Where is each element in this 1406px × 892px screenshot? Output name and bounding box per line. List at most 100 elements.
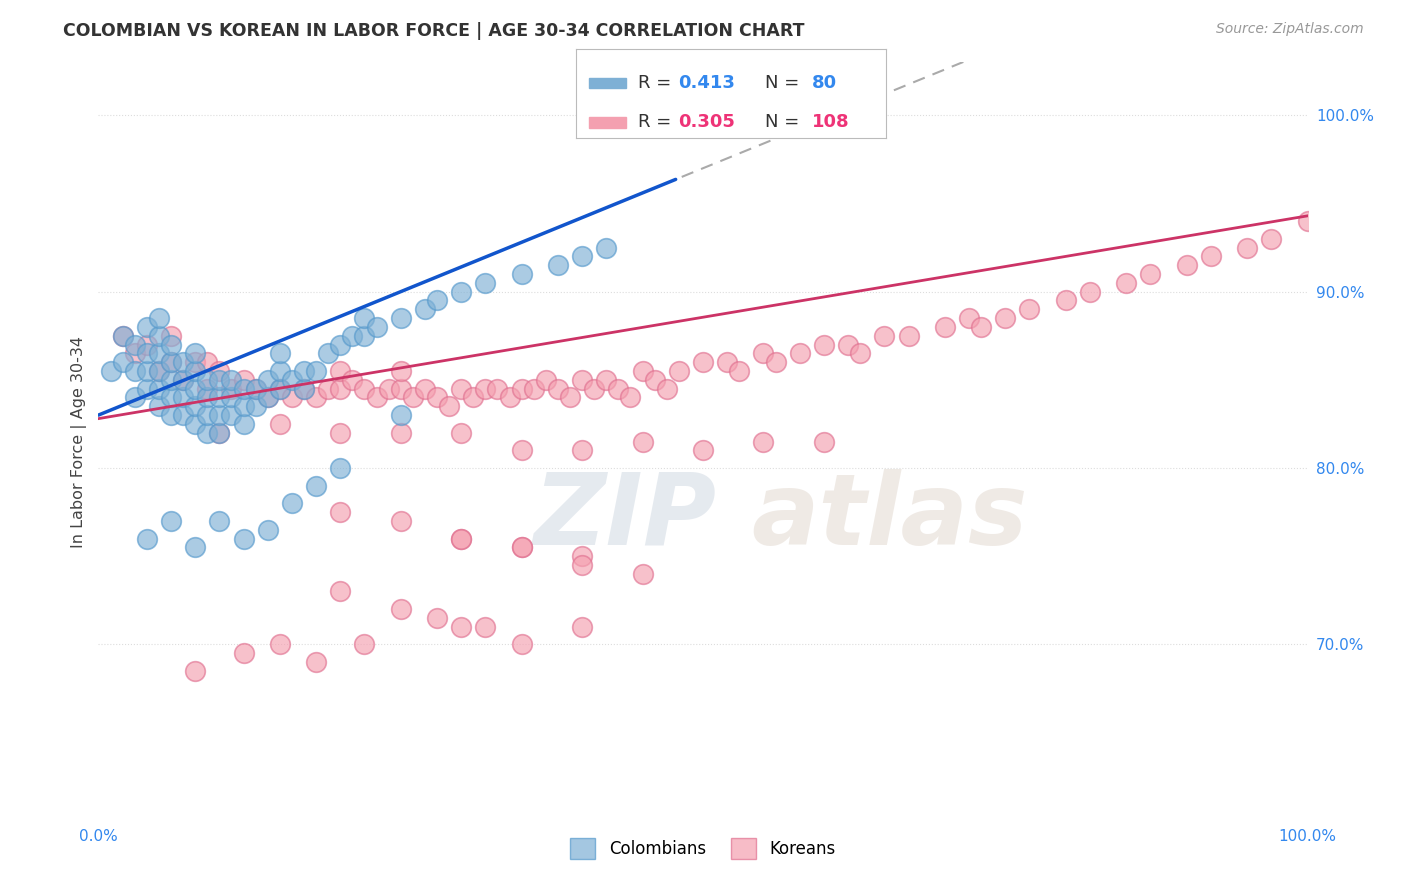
Point [148,364,170,378]
Point [389,408,412,422]
Point [752,434,775,449]
Point [329,505,352,519]
Point [353,382,375,396]
Point [534,373,557,387]
Point [245,399,267,413]
Point [184,541,207,555]
Point [135,382,157,396]
Point [305,391,328,405]
Point [413,382,436,396]
Point [124,364,146,378]
Point [607,382,630,396]
Point [558,391,581,405]
Point [1139,267,1161,281]
Point [329,364,352,378]
Point [232,532,254,546]
Point [366,391,388,405]
Point [389,602,412,616]
Point [256,391,278,405]
Point [135,532,157,546]
Point [342,328,364,343]
Point [413,302,436,317]
Point [547,382,569,396]
Point [316,346,339,360]
Point [184,364,207,378]
Point [1115,276,1137,290]
Point [934,320,956,334]
Point [148,364,170,378]
Point [329,584,352,599]
Point [148,382,170,396]
Point [595,241,617,255]
Point [1296,214,1319,228]
Point [269,382,291,396]
Point [292,382,315,396]
Point [644,373,666,387]
Text: R =: R = [638,74,678,92]
Point [148,399,170,413]
Point [221,391,243,405]
Point [450,425,472,440]
Point [571,558,593,572]
Point [474,276,496,290]
Point [366,320,388,334]
Point [510,443,533,458]
Point [160,373,183,387]
Point [571,443,593,458]
Text: COLOMBIAN VS KOREAN IN LABOR FORCE | AGE 30-34 CORRELATION CHART: COLOMBIAN VS KOREAN IN LABOR FORCE | AGE… [63,22,804,40]
Point [1078,285,1101,299]
Point [547,258,569,272]
Point [281,496,304,510]
Point [668,364,690,378]
Point [389,514,412,528]
Point [195,373,218,387]
Text: N =: N = [765,74,806,92]
Point [111,328,134,343]
Point [160,337,183,351]
Point [256,373,278,387]
Point [426,391,449,405]
Point [789,346,811,360]
Point [305,478,328,492]
Point [208,514,231,528]
Point [1175,258,1198,272]
Point [1199,249,1222,263]
Point [463,391,485,405]
Point [172,408,194,422]
Text: 108: 108 [811,113,849,131]
Point [510,541,533,555]
Text: R =: R = [638,113,678,131]
Point [281,373,304,387]
Point [1260,232,1282,246]
Point [813,434,835,449]
Point [245,382,267,396]
Point [583,382,606,396]
Point [184,399,207,413]
Point [655,382,678,396]
Text: ZIP: ZIP [534,469,717,566]
Point [1054,293,1077,308]
Point [195,391,218,405]
Point [160,408,183,422]
Point [172,373,194,387]
Point [450,382,472,396]
Point [135,320,157,334]
Point [184,346,207,360]
Point [160,391,183,405]
Point [692,443,714,458]
Point [510,267,533,281]
Point [172,373,194,387]
Text: 0.305: 0.305 [679,113,735,131]
Point [342,373,364,387]
Point [849,346,872,360]
Point [329,425,352,440]
Point [195,355,218,369]
Point [510,382,533,396]
Point [221,373,243,387]
Point [716,355,738,369]
Point [184,664,207,678]
Point [111,355,134,369]
Point [256,391,278,405]
Point [450,532,472,546]
Point [305,364,328,378]
